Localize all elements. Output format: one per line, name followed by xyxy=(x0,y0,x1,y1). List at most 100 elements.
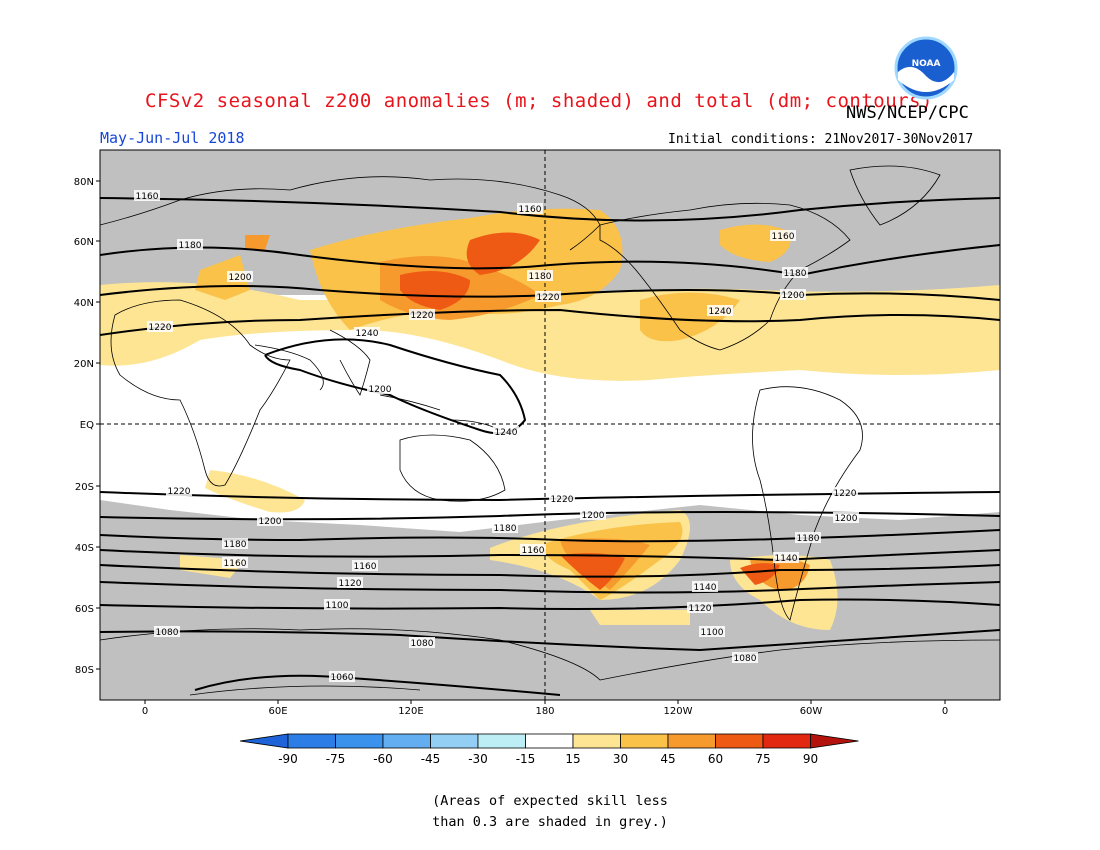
map-title: CFSv2 seasonal z200 anomalies (m; shaded… xyxy=(145,90,933,112)
contour-label: 1220 xyxy=(168,487,191,497)
contour-label-bg xyxy=(154,626,180,637)
contour-label: 1140 xyxy=(694,583,717,593)
contour-label: 1140 xyxy=(775,554,798,564)
lon-label: 60E xyxy=(268,706,287,717)
lat-label: 80S xyxy=(75,665,94,676)
colorbar-bin xyxy=(715,733,764,749)
contour-label-bg xyxy=(833,512,859,523)
contour-label-bg xyxy=(166,485,192,496)
contour-label-bg xyxy=(147,321,173,332)
colorbar-bin xyxy=(287,733,336,749)
low-skill-shading xyxy=(100,150,1000,700)
colorbar-bin xyxy=(382,733,431,749)
contour-label-bg xyxy=(222,538,248,549)
forecast-period: May-Jun-Jul 2018 xyxy=(100,129,245,147)
contour-label: 1080 xyxy=(156,628,179,638)
contour-label: 1220 xyxy=(149,323,172,333)
lon-label: 0 xyxy=(142,706,148,717)
colorbar-tick-label: 45 xyxy=(660,752,675,766)
colorbar-tick-label: 15 xyxy=(565,752,580,766)
lat-label: 80N xyxy=(74,177,94,188)
colorbar-tick-label: -45 xyxy=(421,752,441,766)
contour-label: 1160 xyxy=(224,559,247,569)
lat-label: EQ xyxy=(80,420,94,431)
contour-label: 1200 xyxy=(582,511,605,521)
colorbar-bin xyxy=(430,733,479,749)
contour-label: 1220 xyxy=(411,311,434,321)
colorbar-tick-label: -60 xyxy=(373,752,393,766)
contour-label: 1180 xyxy=(224,540,247,550)
contour-label-bg xyxy=(329,671,355,682)
contour-label: 1220 xyxy=(537,293,560,303)
contour-label-bg xyxy=(492,522,518,533)
colorbar-bin xyxy=(572,733,621,749)
contour-label-bg xyxy=(354,327,380,338)
contour-label: 1160 xyxy=(522,546,545,556)
contour-label-bg xyxy=(687,602,713,613)
lon-label: 60W xyxy=(800,706,823,717)
contour-labels: 1160 1160 1180 1160 1200 1180 1180 1220 1200 1220… xyxy=(134,190,859,683)
contour-label-bg xyxy=(780,289,806,300)
colorbar-tick-label: 60 xyxy=(708,752,723,766)
longitude-axis: 0 60E 120E 180 120W 60W 0 xyxy=(142,700,948,717)
agency-label: NWS/NCEP/CPC xyxy=(846,103,969,123)
contour-label-bg xyxy=(337,577,363,588)
contour-label: 1200 xyxy=(835,514,858,524)
contour-label: 1180 xyxy=(797,534,820,544)
contour-label-bg xyxy=(535,291,561,302)
contour-label: 1160 xyxy=(772,232,795,242)
contour-label-bg xyxy=(520,544,546,555)
lon-label: 120W xyxy=(664,706,693,717)
contour-label: 1100 xyxy=(701,628,724,638)
lat-label: 40N xyxy=(74,298,94,309)
contour-label: 1080 xyxy=(411,639,434,649)
contour-label: 1120 xyxy=(339,579,362,589)
contour-label-bg xyxy=(493,426,519,437)
colorbar-tick-label: -15 xyxy=(516,752,536,766)
colorbar-bin xyxy=(525,733,574,749)
contour-label-bg xyxy=(527,270,553,281)
contour-label: 1180 xyxy=(179,241,202,251)
contour-label: 1080 xyxy=(734,654,757,664)
contour-label-bg xyxy=(795,532,821,543)
contour-label: 1200 xyxy=(229,273,252,283)
lat-label: 20S xyxy=(75,482,94,493)
colorbar-arrow-left xyxy=(239,733,289,749)
contour-label-bg xyxy=(324,599,350,610)
contour-label-bg xyxy=(257,515,283,526)
contour-label: 1180 xyxy=(494,524,517,534)
colorbar-bin xyxy=(620,733,669,749)
colorbar-tick-label: 90 xyxy=(803,752,818,766)
contour-label: 1200 xyxy=(259,517,282,527)
contour-label: 1220 xyxy=(551,495,574,505)
contour-label: 1160 xyxy=(519,205,542,215)
contour-label: 1060 xyxy=(331,673,354,683)
contour-label-bg xyxy=(773,552,799,563)
contour-label-bg xyxy=(692,581,718,592)
contour-label-bg xyxy=(177,239,203,250)
colorbar: -90 -75 -60 -45 -30 -15 15 30 45 60 75 90 xyxy=(239,733,859,766)
colorbar-tick-label: 30 xyxy=(613,752,628,766)
colorbar-tick-label: 75 xyxy=(755,752,770,766)
colorbar-bin xyxy=(762,733,811,749)
contour-label-bg xyxy=(367,383,393,394)
contour-label: 1160 xyxy=(136,192,159,202)
contour-label-bg xyxy=(580,509,606,520)
contour-label: 1240 xyxy=(356,329,379,339)
contour-label-bg xyxy=(517,203,543,214)
lon-label: 0 xyxy=(942,706,948,717)
contour-label-bg xyxy=(832,487,858,498)
initial-conditions: Initial conditions: 21Nov2017-30Nov2017 xyxy=(668,132,974,147)
contour-label-bg xyxy=(699,626,725,637)
contour-label-bg xyxy=(707,305,733,316)
lat-label: 60N xyxy=(74,237,94,248)
contour-label: 1240 xyxy=(709,307,732,317)
contour-label: 1200 xyxy=(369,385,392,395)
contour-label-bg xyxy=(732,652,758,663)
latitude-axis: 80N 60N 40N 20N EQ 20S 40S 60S 80S xyxy=(74,177,100,676)
noaa-logo-text: NOAA xyxy=(912,59,941,69)
noaa-logo-icon: NOAA xyxy=(894,36,958,100)
contour-label-bg xyxy=(222,557,248,568)
colorbar-tick-label: -30 xyxy=(468,752,488,766)
